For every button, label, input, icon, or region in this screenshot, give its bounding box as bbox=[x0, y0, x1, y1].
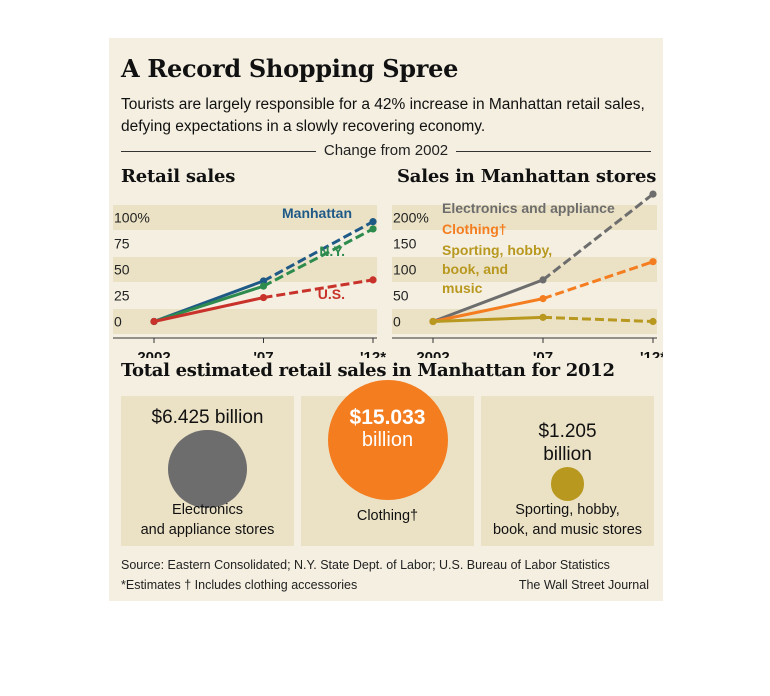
x-tick-label: 2002 bbox=[416, 349, 449, 358]
data-point bbox=[539, 313, 547, 321]
gridband bbox=[392, 205, 657, 230]
series-label: Manhattan bbox=[282, 205, 352, 221]
x-tick-label: '12* bbox=[640, 349, 663, 358]
electronics-bubble bbox=[168, 429, 247, 509]
clothing-amount-line1: $15.033 bbox=[349, 406, 426, 429]
series-label: music bbox=[442, 280, 483, 296]
sporting-amount-line2: billion bbox=[543, 444, 592, 465]
data-point bbox=[369, 276, 377, 284]
data-point bbox=[369, 218, 377, 226]
sporting-bubble bbox=[550, 467, 585, 501]
x-tick-label: '12* bbox=[360, 349, 386, 358]
data-point bbox=[649, 190, 657, 198]
y-tick-label: 25 bbox=[114, 288, 130, 304]
graphic-subtitle: Tourists are largely responsible for a 4… bbox=[121, 96, 645, 135]
retail-sales-chart-title: Retail sales bbox=[121, 166, 236, 187]
data-point bbox=[259, 293, 268, 302]
x-tick-label: 2002 bbox=[137, 349, 170, 358]
y-tick-label: 100 bbox=[393, 262, 417, 278]
clothing-total-box: $15.033 billion Clothing† bbox=[301, 380, 474, 546]
line-charts: 0 25 50 75 100% 2002 '07 '12* Manhattan N.Y. U.S. 0… bbox=[113, 190, 663, 358]
series-line-dashed bbox=[542, 260, 654, 301]
data-point bbox=[649, 258, 657, 266]
manhattan-stores-chart-title: Sales in Manhattan stores bbox=[397, 166, 657, 187]
data-point bbox=[150, 317, 158, 326]
sporting-label-line2: book, and music stores bbox=[492, 522, 643, 538]
change-from-2002-divider: Change from 2002 bbox=[121, 142, 651, 162]
y-tick-label: 150 bbox=[393, 236, 417, 252]
electronics-label-line2: and appliance stores bbox=[140, 522, 275, 538]
electronics-amount: $6.425 billion bbox=[151, 407, 264, 428]
y-tick-label: 75 bbox=[114, 236, 130, 252]
series-line-dashed bbox=[542, 192, 654, 282]
series-line-dashed bbox=[262, 227, 374, 288]
y-tick-label: 100% bbox=[114, 210, 150, 226]
change-label: Change from 2002 bbox=[315, 142, 457, 159]
electronics-label-line1: Electronics bbox=[172, 502, 243, 518]
data-point bbox=[649, 317, 657, 326]
y-tick-label: 0 bbox=[114, 314, 122, 330]
y-tick-label: 50 bbox=[393, 288, 409, 304]
clothing-label: Clothing† bbox=[356, 508, 419, 524]
series-line-solid bbox=[432, 278, 544, 323]
graphic-card: A Record Shopping Spree Tourists are lar… bbox=[109, 38, 663, 601]
gridband bbox=[113, 257, 377, 282]
totals-heading: Total estimated retail sales in Manhatta… bbox=[121, 360, 615, 381]
data-point bbox=[539, 276, 547, 284]
series-line-solid bbox=[153, 284, 264, 323]
data-point bbox=[539, 295, 547, 303]
gridband bbox=[392, 257, 657, 282]
series-line-solid bbox=[153, 296, 264, 323]
gridband bbox=[113, 205, 377, 230]
sporting-amount-line1: $1.205 bbox=[538, 421, 597, 442]
series-label: book, and bbox=[442, 261, 508, 277]
clothing-amount-line2: billion bbox=[361, 429, 414, 451]
source-note: Source: Eastern Consolidated; N.Y. State… bbox=[121, 558, 610, 572]
series-line-solid bbox=[432, 297, 544, 323]
series-label: Electronics and appliance bbox=[442, 200, 615, 216]
y-tick-label: 200% bbox=[393, 210, 429, 226]
series-label: Clothing† bbox=[442, 221, 507, 237]
series-line-dashed bbox=[542, 315, 654, 323]
credit: The Wall Street Journal bbox=[518, 578, 649, 592]
series-label: N.Y. bbox=[319, 243, 345, 259]
y-tick-label: 50 bbox=[114, 262, 130, 278]
graphic-title: A Record Shopping Spree bbox=[121, 54, 459, 83]
data-point bbox=[259, 282, 268, 290]
electronics-total-box: $6.425 billion Electronics and appliance… bbox=[121, 396, 294, 546]
series-line-dashed bbox=[262, 220, 374, 283]
series-line-dashed bbox=[263, 278, 374, 300]
footnotes: *Estimates † Includes clothing accessori… bbox=[121, 578, 358, 592]
y-tick-label: 0 bbox=[393, 314, 401, 330]
sporting-label-line1: Sporting, hobby, bbox=[515, 502, 620, 518]
x-tick-label: '07 bbox=[253, 349, 273, 358]
data-point bbox=[429, 317, 437, 326]
series-label: Sporting, hobby, bbox=[442, 242, 552, 258]
data-point bbox=[259, 277, 268, 285]
series-label: U.S. bbox=[318, 286, 345, 302]
clothing-bubble bbox=[327, 380, 448, 500]
data-point bbox=[369, 225, 377, 233]
sporting-total-box: $1.205 billion Sporting, hobby, book, an… bbox=[481, 396, 654, 546]
x-tick-label: '07 bbox=[533, 349, 553, 358]
series-line-solid bbox=[432, 315, 544, 323]
